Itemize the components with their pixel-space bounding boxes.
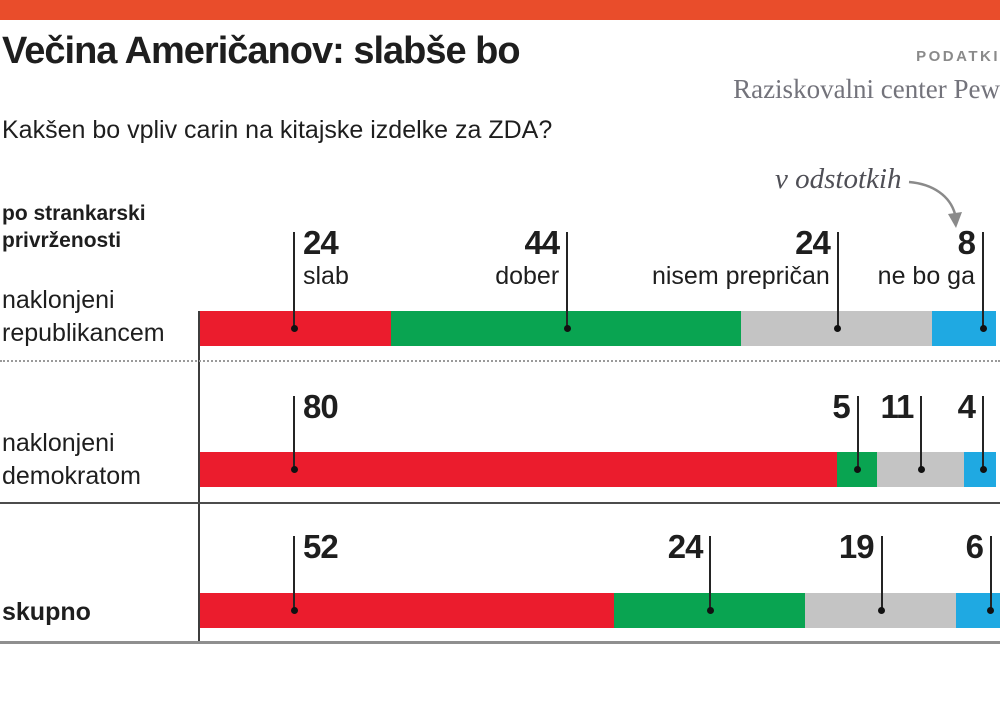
leader-line xyxy=(880,536,883,610)
row-label-line: republikancem xyxy=(2,319,165,347)
separator-solid xyxy=(0,502,1000,504)
value-label: 4 xyxy=(957,388,976,425)
row-label-line: demokratom xyxy=(2,462,141,490)
group-label-line2: privrženosti xyxy=(2,229,122,252)
value-label: 8 xyxy=(957,224,976,261)
category-label: ne bo ga xyxy=(877,262,975,290)
separator-bottom xyxy=(0,641,1000,644)
row-label: naklonjeni demokratom xyxy=(2,427,141,493)
value-label: 24 xyxy=(795,224,831,261)
leader-line xyxy=(566,232,569,328)
unit-note: v odstotkih xyxy=(775,163,902,195)
value-label: 6 xyxy=(965,528,984,565)
leader-dot xyxy=(917,465,925,473)
leader-dot xyxy=(854,465,862,473)
value-label: 80 xyxy=(303,388,339,425)
group-label-line1: po strankarski xyxy=(2,202,146,225)
leader-dot xyxy=(290,465,298,473)
leader-line xyxy=(293,232,295,328)
leader-line xyxy=(709,536,712,610)
source-name: Raziskovalni center Pew xyxy=(733,74,1000,104)
chart-question: Kakšen bo vpliv carin na kitajske izdelk… xyxy=(2,116,553,144)
bar-segment xyxy=(200,593,614,628)
leader-line xyxy=(836,232,839,328)
leader-dot xyxy=(706,606,714,614)
value-label: 44 xyxy=(524,224,560,261)
leader-dot xyxy=(979,324,987,332)
value-label: 11 xyxy=(880,388,915,425)
leader-dot xyxy=(834,324,842,332)
separator-dotted xyxy=(0,360,1000,362)
category-label: dober xyxy=(495,262,560,290)
source-kicker: PODATKI xyxy=(916,48,1000,65)
leader-dot xyxy=(290,606,298,614)
curved-arrow-icon xyxy=(908,180,962,228)
category-label: slab xyxy=(303,262,349,290)
leader-line xyxy=(293,536,295,610)
bar-segment xyxy=(200,452,837,487)
leader-line xyxy=(293,396,295,469)
leader-line xyxy=(989,536,992,610)
row-label-line: skupno xyxy=(2,598,91,626)
row-label: naklonjeni republikancem xyxy=(2,284,165,350)
value-label: 52 xyxy=(303,528,339,565)
leader-dot xyxy=(878,606,886,614)
leader-line xyxy=(982,232,984,328)
accent-top-bar xyxy=(0,0,1000,20)
value-label: 5 xyxy=(832,388,850,425)
category-label: nisem prepričan xyxy=(651,262,830,290)
leader-line xyxy=(982,396,984,469)
row-label-line: naklonjeni xyxy=(2,429,115,457)
leader-dot xyxy=(987,606,995,614)
row-label-line: naklonjeni xyxy=(2,286,115,314)
leader-dot xyxy=(290,324,298,332)
leader-dot xyxy=(979,465,987,473)
axis-baseline-vertical xyxy=(198,311,200,642)
row-label: skupno xyxy=(2,596,91,629)
group-label: po strankarski privrženosti xyxy=(2,200,146,254)
page-title: Večina Američanov: slabše bo xyxy=(2,30,521,72)
leader-line xyxy=(856,396,859,469)
value-label: 19 xyxy=(838,528,875,565)
value-label: 24 xyxy=(303,224,339,261)
leader-dot xyxy=(563,324,571,332)
value-label: 24 xyxy=(667,528,704,565)
leader-line xyxy=(920,396,923,469)
